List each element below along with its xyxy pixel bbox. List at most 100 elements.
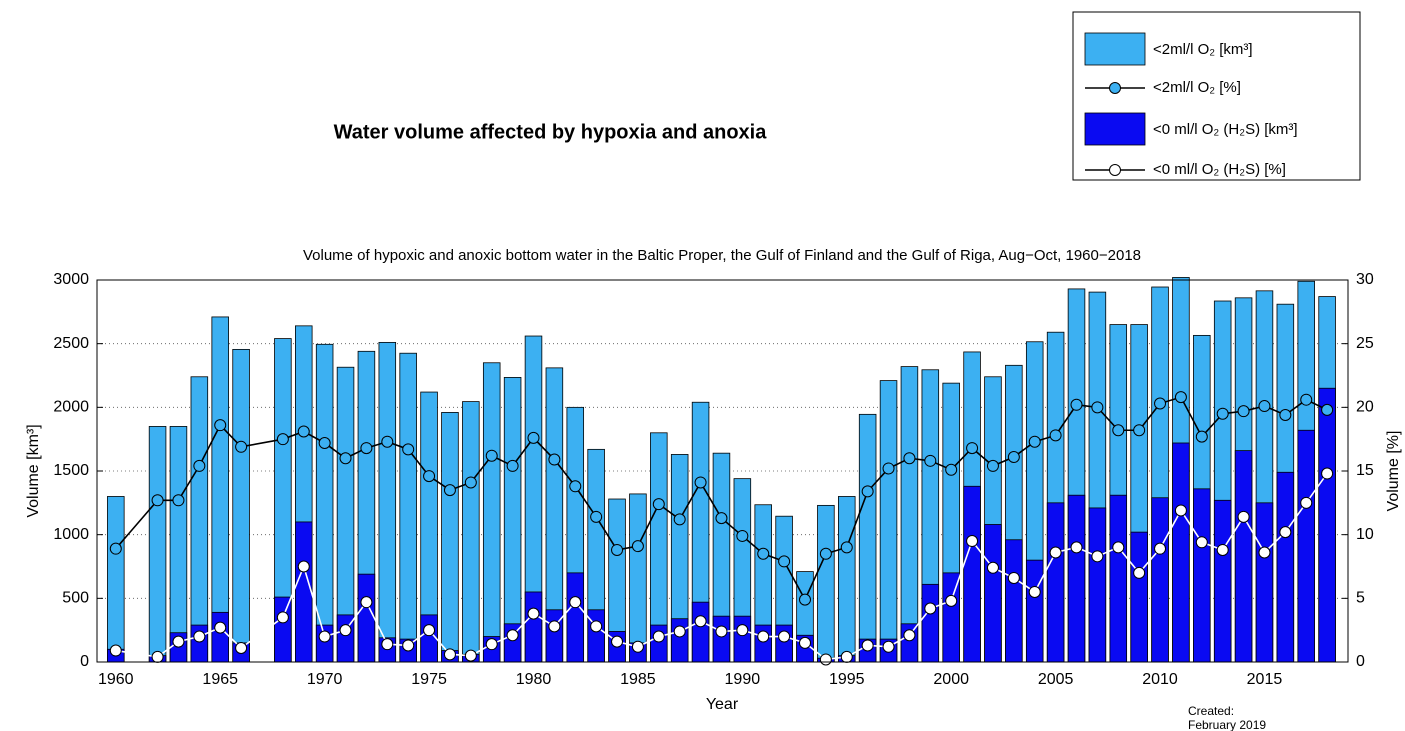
bar (378, 341, 397, 663)
marker (1195, 430, 1208, 443)
x-tick-label: 1965 (202, 671, 238, 688)
marker (945, 463, 958, 476)
y-tick-label: 3000 (53, 271, 89, 288)
marker (423, 470, 436, 483)
marker (527, 607, 540, 620)
marker (736, 529, 749, 542)
x-tick-label: 2015 (1247, 671, 1283, 688)
marker (109, 542, 122, 555)
bar (1297, 429, 1315, 663)
marker (778, 630, 791, 643)
marker (1007, 571, 1020, 584)
bar (984, 524, 1002, 663)
marker (924, 454, 937, 467)
marker (1091, 401, 1104, 414)
marker (1237, 510, 1250, 523)
bar (1213, 499, 1232, 663)
chart-title: Volume of hypoxic and anoxic bottom wate… (303, 247, 1141, 264)
bar (148, 426, 167, 663)
marker (652, 498, 665, 511)
bar (733, 615, 752, 663)
marker (757, 630, 770, 643)
marker (1070, 541, 1083, 554)
bar (1130, 531, 1148, 663)
marker (172, 635, 185, 648)
marker (548, 453, 561, 466)
marker (1216, 543, 1229, 556)
marker (1028, 435, 1041, 448)
marker (945, 594, 958, 607)
marker (1007, 450, 1020, 463)
marker (109, 644, 122, 657)
marker (1321, 467, 1334, 480)
bar (1005, 539, 1023, 663)
marker (464, 476, 477, 489)
legend-marker (1109, 82, 1121, 94)
bar (1318, 387, 1336, 663)
marker (861, 485, 874, 498)
marker (485, 449, 498, 462)
marker (1154, 397, 1167, 410)
legend-marker (1109, 164, 1121, 176)
marker (276, 611, 289, 624)
bar (858, 413, 877, 663)
marker (611, 543, 624, 556)
bar (169, 426, 188, 663)
x-tick-label: 1975 (411, 671, 447, 688)
marker (798, 593, 811, 606)
marker (443, 484, 456, 497)
marker (840, 650, 853, 663)
bar (921, 583, 940, 663)
marker (611, 635, 624, 648)
bar (1234, 450, 1253, 663)
marker (673, 513, 686, 526)
bar (629, 493, 647, 663)
legend-swatch (1084, 112, 1146, 146)
x-tick-label: 1960 (98, 671, 134, 688)
x-tick-label: 1980 (516, 671, 552, 688)
y2-tick-label: 10 (1356, 526, 1374, 543)
marker (590, 510, 603, 523)
y2-tick-label: 25 (1356, 335, 1374, 352)
marker (840, 541, 853, 554)
marker (214, 419, 227, 432)
marker (736, 624, 749, 637)
bar (712, 615, 731, 663)
marker (423, 624, 436, 637)
marker (1300, 496, 1313, 509)
bar (838, 496, 856, 663)
marker (819, 547, 832, 560)
annotation: Created: (1188, 704, 1234, 718)
bar (670, 618, 689, 663)
bar (817, 504, 835, 663)
marker (485, 638, 498, 651)
marker (986, 561, 999, 574)
marker (151, 494, 164, 507)
marker (1300, 393, 1313, 406)
marker (381, 435, 394, 448)
bar (587, 609, 605, 663)
marker (1279, 408, 1292, 421)
marker (464, 649, 477, 662)
bar (1172, 442, 1190, 663)
x-tick-label: 2010 (1142, 671, 1178, 688)
y-tick-label: 500 (62, 590, 89, 607)
marker (381, 638, 394, 651)
legend-label: <2ml/l O₂ [%] (1153, 79, 1241, 96)
bar (211, 316, 229, 663)
marker (548, 620, 561, 633)
marker (1321, 403, 1334, 416)
marker (1258, 546, 1271, 559)
marker (903, 629, 916, 642)
marker (297, 560, 310, 573)
bar (566, 572, 585, 663)
marker (986, 459, 999, 472)
bar (274, 596, 292, 663)
bar (1151, 497, 1169, 663)
marker (339, 624, 352, 637)
marker (1112, 541, 1125, 554)
marker (882, 462, 895, 475)
marker (631, 540, 644, 553)
bar (1046, 502, 1065, 663)
marker (172, 494, 185, 507)
